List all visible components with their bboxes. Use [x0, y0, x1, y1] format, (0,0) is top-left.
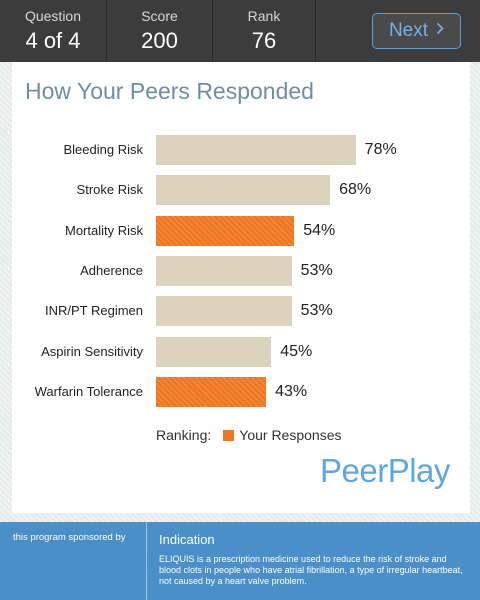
category-label: Warfarin Tolerance: [34, 383, 143, 399]
score-value: 200: [141, 28, 178, 53]
bar: [156, 215, 295, 246]
sponsor-text: this program sponsored by: [0, 522, 147, 600]
rank-value: 76: [251, 28, 277, 53]
category-label: Adherence: [80, 262, 143, 278]
legend-prefix: Ranking:: [156, 427, 212, 443]
value-label: 68%: [339, 181, 372, 199]
question-stat: Question 4 of 4: [0, 0, 107, 62]
footer: this program sponsored by Indication ELI…: [0, 522, 480, 600]
score-stat: Score 200: [107, 0, 213, 62]
value-label: 43%: [275, 382, 308, 400]
results-card: How Your Peers Responded Bleeding Risk 78…: [12, 62, 470, 513]
indication-text: ELIQUIS is a prescription medicine used …: [159, 554, 463, 586]
score-label: Score: [141, 8, 178, 24]
question-value: 4 of 4: [25, 28, 81, 53]
bar: [156, 135, 356, 165]
chevron-right-icon: [436, 22, 444, 40]
next-area: Next: [316, 0, 480, 62]
rank-stat: Rank 76: [213, 0, 316, 62]
bar: [156, 175, 331, 206]
value-label: 53%: [300, 261, 333, 279]
bar: [156, 336, 272, 367]
bar: [156, 255, 292, 286]
category-label: Bleeding Risk: [63, 142, 144, 157]
bar: [156, 376, 267, 407]
category-label: Aspirin Sensitivity: [41, 343, 143, 359]
next-label: Next: [388, 20, 429, 41]
legend-label: Your Responses: [239, 427, 342, 443]
question-label: Question: [24, 8, 82, 24]
category-label: Mortality Risk: [64, 222, 143, 238]
legend-swatch: [223, 429, 235, 441]
peer-response-chart: Bleeding Risk 78% Stroke Risk 68% Mortality …: [12, 62, 470, 513]
value-label: 45%: [280, 342, 313, 360]
brand-logo: PeerPlay: [320, 452, 450, 489]
bar: [156, 296, 292, 327]
page-title: How Your Peers Responded: [25, 78, 314, 104]
category-label: Stroke Risk: [76, 182, 143, 198]
next-button[interactable]: Next: [372, 13, 461, 49]
value-label: 78%: [364, 141, 397, 158]
value-label: 53%: [300, 302, 333, 320]
chart-legend: Ranking: Your Responses: [156, 427, 341, 443]
stats-bar: Question 4 of 4 Score 200 Rank 76 Next: [0, 0, 480, 62]
indication: Indication ELIQUIS is a prescription med…: [159, 532, 471, 587]
rank-label: Rank: [247, 8, 281, 24]
indication-title: Indication: [159, 532, 215, 547]
category-label: INR/PT Regimen: [44, 303, 143, 319]
value-label: 54%: [303, 221, 336, 239]
